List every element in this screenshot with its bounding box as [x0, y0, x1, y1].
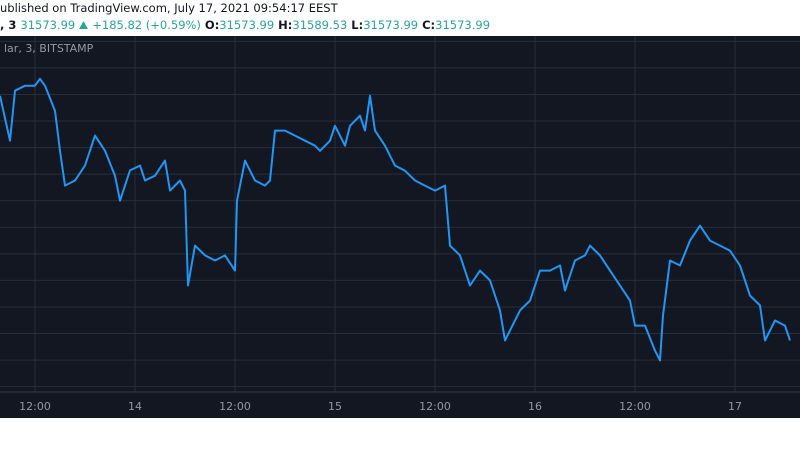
x-tick-label: 17 — [728, 400, 742, 413]
x-tick-label: 16 — [528, 400, 542, 413]
ohlc-label: O: — [204, 18, 220, 32]
x-tick-label: 12:00 — [219, 400, 251, 413]
ohlc-label: L: — [351, 18, 364, 32]
ohlc-value: 31573.99 — [435, 18, 491, 32]
last-price: 31573.99 — [20, 18, 76, 32]
ohlc-item: C:31573.99 — [422, 18, 490, 32]
ohlc-item: H:31589.53 — [278, 18, 347, 32]
quote-line: , 3 31573.99 +185.82 (+0.59%) O:31573.99… — [0, 18, 490, 32]
published: ublished on TradingView.com, July 17, 20… — [0, 1, 338, 15]
ohlc-item: O:31573.99 — [205, 18, 274, 32]
chart-legend: lar, 3, BITSTAMP — [4, 42, 94, 55]
chart: 12:00 14 12:00 15 12:00 16 12:00 17 lar, 3, BITS… — [0, 36, 800, 418]
ohlc-value: 31573.99 — [363, 18, 419, 32]
change: +185.82 (+0.59%) — [92, 18, 201, 32]
x-tick-label: 12:00 — [419, 400, 451, 413]
x-tick-label: 14 — [128, 400, 142, 413]
up-arrow — [79, 21, 89, 29]
ohlc-label: H: — [278, 18, 293, 32]
x-tick-label: 15 — [328, 400, 342, 413]
ohlc-value: 31573.99 — [219, 18, 275, 32]
ohlc-value: 31589.53 — [292, 18, 348, 32]
x-tick-label: 12:00 — [619, 400, 651, 413]
x-tick-label: 12:00 — [19, 400, 51, 413]
published-line: ublished on TradingView.com, July 17, 20… — [0, 1, 338, 15]
ohlc: O:31573.99 H:31589.53 L:31573.99 C:31573.99 — [205, 18, 490, 32]
interval: , 3 — [0, 18, 17, 32]
ohlc-label: C: — [422, 18, 436, 32]
price-line — [0, 77, 791, 362]
ohlc-item: L:31573.99 — [351, 18, 418, 32]
